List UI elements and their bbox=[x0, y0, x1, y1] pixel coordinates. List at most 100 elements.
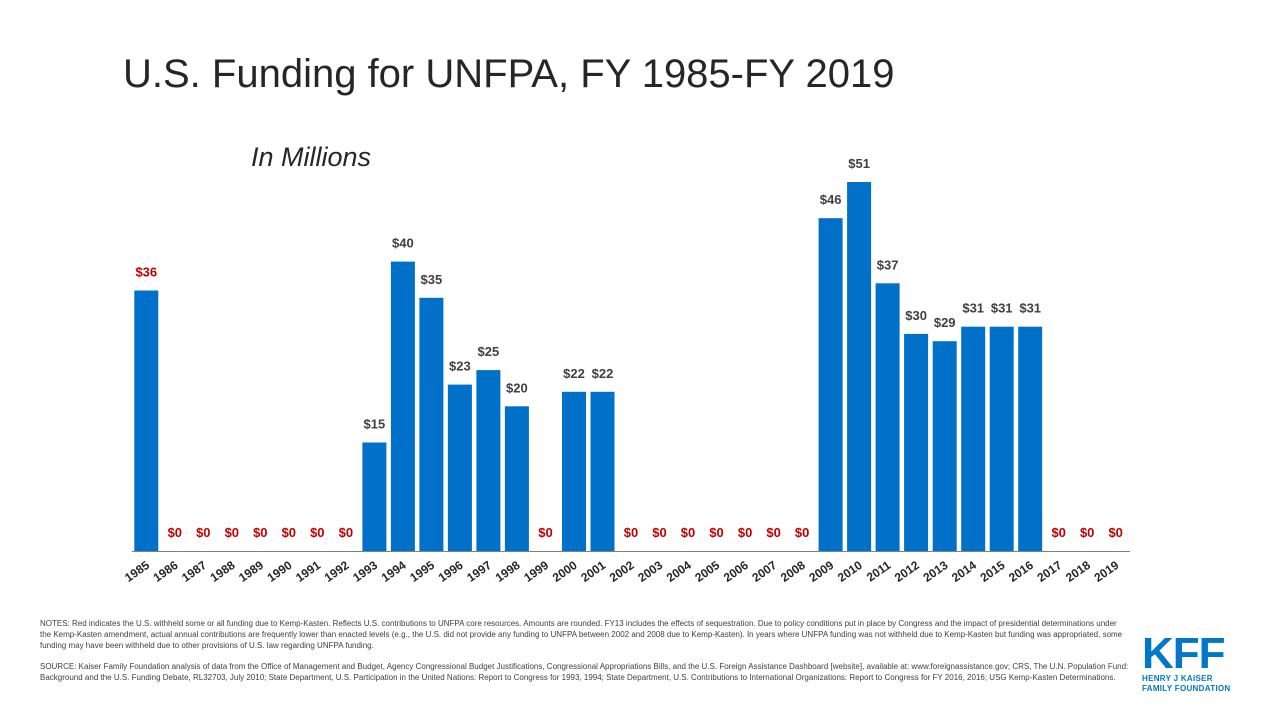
x-tick-labels-group: 1985198619871988198919901991199219931994… bbox=[122, 558, 1122, 585]
x-tick-2009: 2009 bbox=[806, 558, 836, 585]
value-label-1986: $0 bbox=[168, 525, 182, 540]
value-label-1991: $0 bbox=[310, 525, 324, 540]
value-label-2005: $0 bbox=[709, 525, 723, 540]
bar-1993 bbox=[362, 442, 387, 551]
x-tick-1998: 1998 bbox=[493, 558, 523, 585]
x-tick-1992: 1992 bbox=[322, 558, 352, 585]
bar-1997 bbox=[476, 370, 501, 551]
bar-2009 bbox=[818, 218, 843, 551]
value-label-2004: $0 bbox=[681, 525, 695, 540]
x-tick-2018: 2018 bbox=[1063, 558, 1093, 585]
value-label-2012: $30 bbox=[905, 308, 927, 323]
value-label-2014: $31 bbox=[962, 301, 984, 316]
bar-2015 bbox=[989, 326, 1014, 551]
bar-1998 bbox=[504, 406, 529, 551]
x-tick-2008: 2008 bbox=[778, 558, 808, 585]
chart-subtitle: In Millions bbox=[251, 142, 372, 172]
bar-2000 bbox=[562, 391, 586, 551]
x-tick-2002: 2002 bbox=[607, 558, 637, 585]
footnotes: NOTES: Red indicates the U.S. withheld s… bbox=[40, 618, 1130, 683]
x-tick-1987: 1987 bbox=[179, 558, 209, 585]
x-tick-2017: 2017 bbox=[1035, 558, 1065, 585]
bar-1985 bbox=[134, 290, 159, 551]
x-tick-2007: 2007 bbox=[749, 558, 779, 585]
value-label-2013: $29 bbox=[934, 315, 956, 330]
x-tick-2004: 2004 bbox=[664, 558, 694, 585]
value-label-1988: $0 bbox=[225, 525, 239, 540]
x-tick-1997: 1997 bbox=[464, 558, 494, 585]
value-label-1998: $20 bbox=[506, 380, 528, 395]
value-label-2015: $31 bbox=[991, 301, 1013, 316]
value-label-1989: $0 bbox=[253, 525, 267, 540]
source-text: SOURCE: Kaiser Family Foundation analysi… bbox=[40, 662, 1129, 682]
x-tick-2005: 2005 bbox=[692, 558, 722, 585]
logo-mark: KFF bbox=[1142, 629, 1226, 678]
x-tick-2016: 2016 bbox=[1006, 558, 1036, 585]
logo-line-2: FAMILY FOUNDATION bbox=[1142, 684, 1231, 693]
bar-1996 bbox=[447, 384, 472, 551]
value-label-2003: $0 bbox=[652, 525, 666, 540]
kff-logo: KFF HENRY J KAISER FAMILY FOUNDATION bbox=[1142, 629, 1238, 698]
value-label-1992: $0 bbox=[339, 525, 353, 540]
x-tick-2014: 2014 bbox=[949, 558, 979, 585]
x-tick-2001: 2001 bbox=[578, 558, 608, 585]
value-label-1985: $36 bbox=[135, 265, 157, 280]
bar-2001 bbox=[590, 391, 615, 551]
value-label-1999: $0 bbox=[538, 525, 552, 540]
x-tick-1995: 1995 bbox=[407, 558, 437, 585]
x-tick-2006: 2006 bbox=[721, 558, 751, 585]
bar-2013 bbox=[932, 341, 957, 551]
bars-group bbox=[134, 182, 1043, 551]
bar-2012 bbox=[904, 333, 929, 551]
x-tick-1986: 1986 bbox=[151, 558, 181, 585]
x-tick-2003: 2003 bbox=[635, 558, 665, 585]
value-label-2000: $22 bbox=[563, 366, 585, 381]
x-tick-2011: 2011 bbox=[864, 558, 894, 585]
x-tick-1991: 1991 bbox=[293, 558, 323, 585]
value-label-2008: $0 bbox=[795, 525, 809, 540]
x-tick-2000: 2000 bbox=[550, 558, 580, 585]
notes-text: NOTES: Red indicates the U.S. withheld s… bbox=[40, 619, 1123, 650]
bar-2011 bbox=[875, 283, 900, 551]
x-tick-1996: 1996 bbox=[436, 558, 466, 585]
value-label-2009: $46 bbox=[820, 192, 842, 207]
value-label-2018: $0 bbox=[1080, 525, 1094, 540]
x-tick-1990: 1990 bbox=[265, 558, 295, 585]
value-label-2001: $22 bbox=[592, 366, 614, 381]
chart-title: U.S. Funding for UNFPA, FY 1985-FY 2019 bbox=[123, 52, 895, 96]
bar-2016 bbox=[1018, 326, 1043, 551]
x-tick-1988: 1988 bbox=[208, 558, 238, 585]
value-label-2007: $0 bbox=[766, 525, 780, 540]
bar-1994 bbox=[390, 261, 415, 551]
x-tick-1994: 1994 bbox=[379, 558, 409, 585]
value-label-1987: $0 bbox=[196, 525, 210, 540]
x-tick-1985: 1985 bbox=[122, 558, 152, 585]
value-label-2002: $0 bbox=[624, 525, 638, 540]
value-label-1990: $0 bbox=[282, 525, 296, 540]
value-label-1995: $35 bbox=[421, 272, 443, 287]
value-label-1993: $15 bbox=[364, 417, 386, 432]
bar-2014 bbox=[961, 326, 986, 551]
bar-1995 bbox=[419, 297, 444, 551]
bar-2010 bbox=[847, 182, 872, 551]
x-tick-2010: 2010 bbox=[835, 558, 865, 585]
x-tick-1999: 1999 bbox=[521, 558, 551, 585]
x-tick-1993: 1993 bbox=[350, 558, 380, 585]
bar-chart: $36 $0 $0 $0 $0 $0 $0 $0 $15 $40 $35 $23 $25 $20 $0 $22… bbox=[122, 156, 1130, 585]
value-label-2006: $0 bbox=[738, 525, 752, 540]
value-label-1996: $23 bbox=[449, 359, 471, 374]
value-label-2017: $0 bbox=[1051, 525, 1065, 540]
x-tick-1989: 1989 bbox=[236, 558, 266, 585]
value-label-2010: $51 bbox=[848, 156, 870, 171]
value-label-2016: $31 bbox=[1019, 301, 1041, 316]
x-tick-2012: 2012 bbox=[892, 558, 922, 585]
value-label-2011: $37 bbox=[877, 257, 899, 272]
value-label-1997: $25 bbox=[478, 344, 500, 359]
value-label-2019: $0 bbox=[1108, 525, 1122, 540]
x-tick-2019: 2019 bbox=[1092, 558, 1122, 585]
x-tick-2013: 2013 bbox=[921, 558, 951, 585]
value-label-1994: $40 bbox=[392, 236, 414, 251]
logo-line-1: HENRY J KAISER bbox=[1142, 674, 1213, 683]
value-labels-group: $36 $0 $0 $0 $0 $0 $0 $0 $15 $40 $35 $23 $25 $20 $0 $22… bbox=[135, 156, 1122, 540]
x-tick-2015: 2015 bbox=[978, 558, 1008, 585]
